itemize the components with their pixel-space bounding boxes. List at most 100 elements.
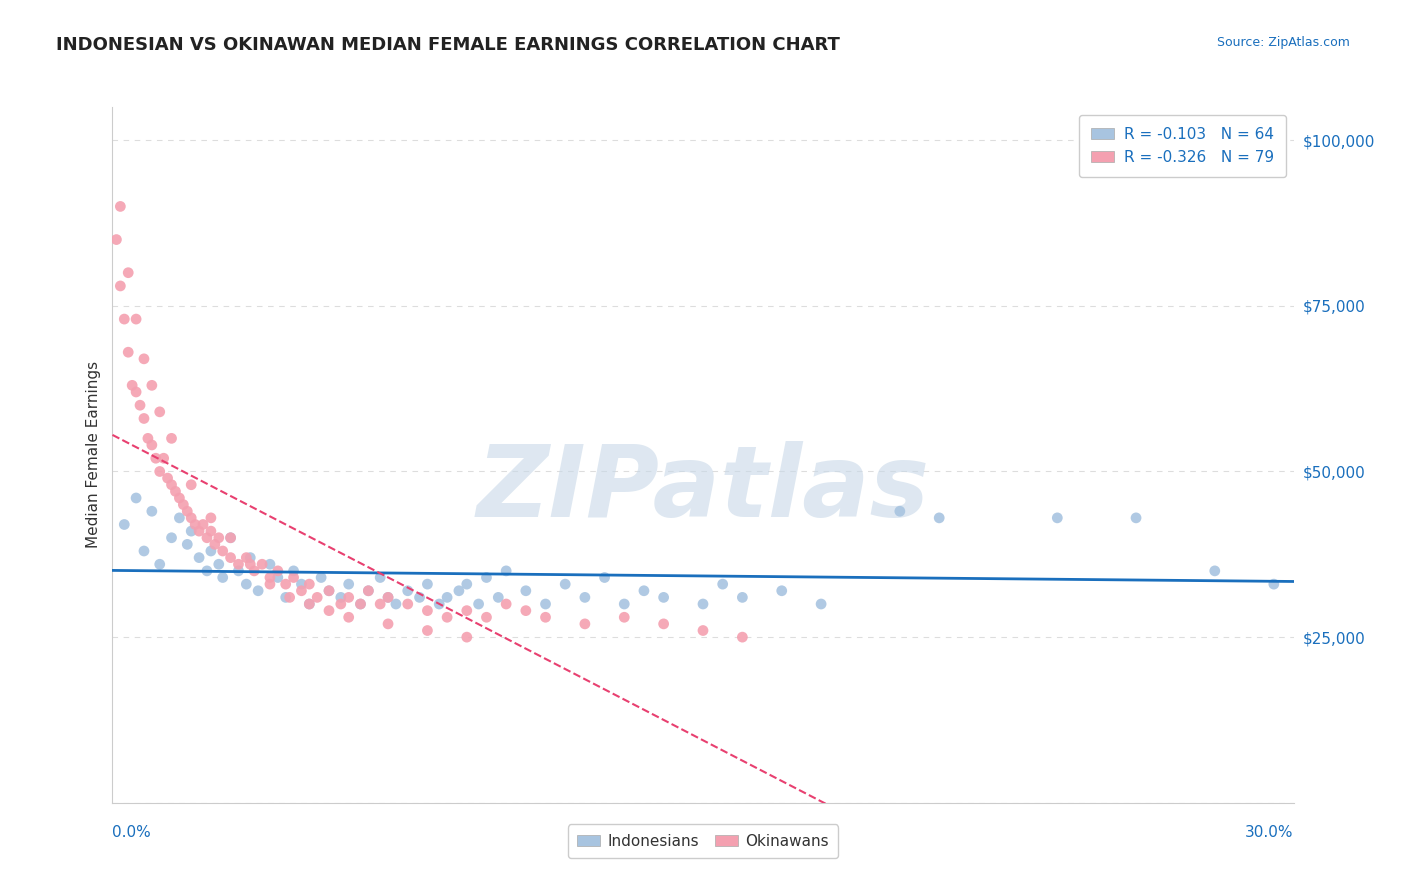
Point [652, 591, 675, 605]
Point [117, 266, 139, 280]
Point [427, 597, 450, 611]
Point [692, 624, 714, 638]
Point [368, 570, 391, 584]
Point [141, 504, 163, 518]
Point [129, 398, 152, 412]
Point [184, 517, 207, 532]
Point [195, 531, 218, 545]
Point [283, 564, 305, 578]
Point [633, 583, 655, 598]
Text: Source: ZipAtlas.com: Source: ZipAtlas.com [1216, 36, 1350, 49]
Point [235, 550, 257, 565]
Point [456, 604, 478, 618]
Point [149, 465, 172, 479]
Point [200, 524, 222, 538]
Point [928, 511, 950, 525]
Point [396, 597, 419, 611]
Text: 0.0%: 0.0% [112, 825, 152, 840]
Point [160, 431, 183, 445]
Point [195, 564, 218, 578]
Point [711, 577, 734, 591]
Point [408, 591, 430, 605]
Point [554, 577, 576, 591]
Point [267, 564, 290, 578]
Point [235, 577, 257, 591]
Point [180, 524, 202, 538]
Point [349, 597, 371, 611]
Point [180, 511, 202, 525]
Point [534, 610, 557, 624]
Point [318, 604, 340, 618]
Point [191, 517, 214, 532]
Point [274, 591, 297, 605]
Point [188, 550, 211, 565]
Text: ZIPatlas: ZIPatlas [477, 442, 929, 538]
Point [112, 312, 135, 326]
Point [267, 570, 290, 584]
Point [121, 378, 143, 392]
Point [1046, 511, 1069, 525]
Point [204, 537, 226, 551]
Point [132, 351, 155, 366]
Point [278, 591, 301, 605]
Point [219, 531, 242, 545]
Point [243, 564, 266, 578]
Legend: Indonesians, Okinawans: Indonesians, Okinawans [568, 824, 838, 858]
Point [105, 233, 128, 247]
Point [152, 451, 174, 466]
Point [141, 438, 163, 452]
Point [136, 431, 159, 445]
Point [283, 570, 305, 584]
Point [337, 610, 360, 624]
Point [290, 577, 312, 591]
Point [247, 583, 270, 598]
Point [416, 624, 439, 638]
Point [574, 591, 596, 605]
Y-axis label: Median Female Earnings: Median Female Earnings [86, 361, 101, 549]
Point [447, 583, 470, 598]
Point [475, 570, 498, 584]
Point [169, 511, 191, 525]
Point [368, 597, 391, 611]
Text: 30.0%: 30.0% [1246, 825, 1294, 840]
Point [613, 610, 636, 624]
Point [132, 411, 155, 425]
Point [337, 591, 360, 605]
Point [495, 564, 517, 578]
Point [239, 558, 262, 572]
Point [357, 583, 380, 598]
Point [176, 504, 198, 518]
Point [145, 451, 167, 466]
Point [770, 583, 793, 598]
Point [329, 597, 352, 611]
Point [132, 544, 155, 558]
Point [307, 591, 329, 605]
Point [239, 550, 262, 565]
Point [125, 491, 148, 505]
Point [495, 597, 517, 611]
Point [180, 477, 202, 491]
Point [250, 558, 273, 572]
Point [200, 511, 222, 525]
Point [377, 591, 399, 605]
Point [515, 604, 537, 618]
Point [329, 591, 352, 605]
Point [889, 504, 911, 518]
Point [211, 570, 233, 584]
Point [467, 597, 489, 611]
Point [298, 597, 321, 611]
Point [810, 597, 832, 611]
Point [156, 471, 179, 485]
Point [652, 616, 675, 631]
Point [200, 544, 222, 558]
Point [110, 279, 132, 293]
Point [416, 604, 439, 618]
Point [515, 583, 537, 598]
Point [534, 597, 557, 611]
Point [692, 597, 714, 611]
Point [1125, 511, 1147, 525]
Point [149, 405, 172, 419]
Point [112, 517, 135, 532]
Point [117, 345, 139, 359]
Point [1204, 564, 1226, 578]
